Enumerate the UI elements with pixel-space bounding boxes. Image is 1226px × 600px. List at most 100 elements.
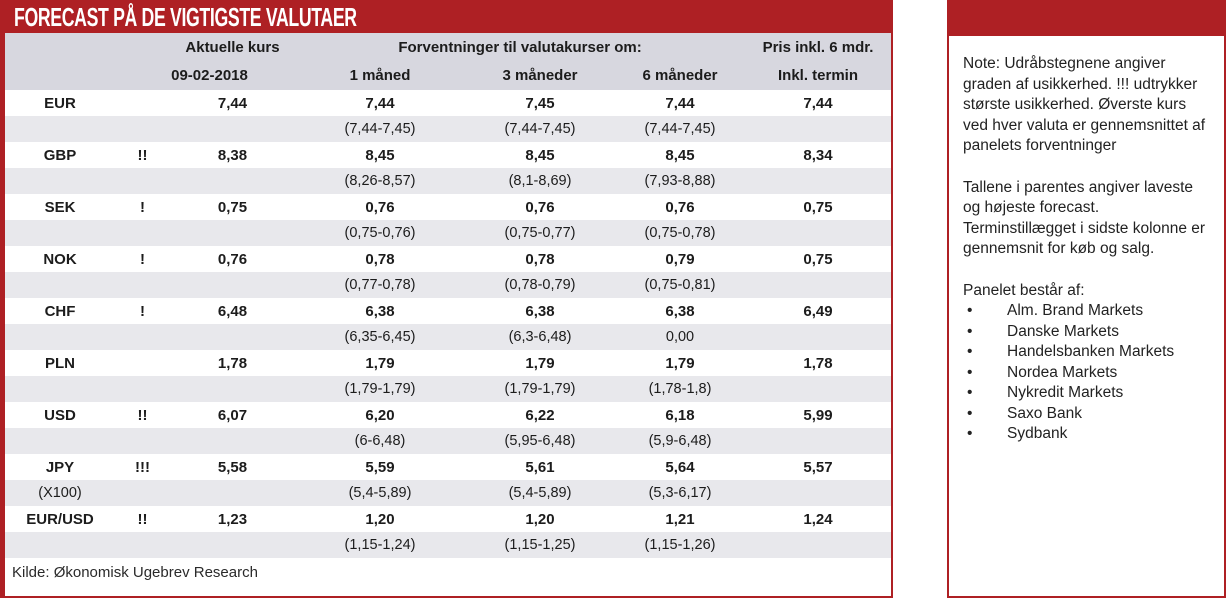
header-spacer xyxy=(5,61,170,90)
header-date: 09-02-2018 xyxy=(170,61,295,90)
current-rate: 0,75 xyxy=(170,194,295,220)
row-eur-values: EUR 7,44 7,44 7,45 7,44 7,44 xyxy=(5,90,892,116)
row-jpy-ranges: (X100) (5,4-5,89) (5,4-5,89) (5,3-6,17) xyxy=(5,480,892,506)
header-spacer xyxy=(5,33,170,61)
forecast-6-months: 6,18 xyxy=(615,402,746,428)
range-6-months: (0,75-0,81) xyxy=(615,272,746,298)
forecast-1-month: 0,78 xyxy=(295,246,465,272)
empty-cell xyxy=(170,376,295,402)
forecast-6-months: 5,64 xyxy=(615,454,746,480)
panel-member: Sydbank xyxy=(963,424,1212,445)
empty-cell xyxy=(170,272,295,298)
range-1-month: (5,4-5,89) xyxy=(295,480,465,506)
forecast-3-months: 6,38 xyxy=(465,298,615,324)
currency-sub-label xyxy=(5,324,115,350)
empty-cell xyxy=(745,116,892,142)
panel-member: Nykredit Markets xyxy=(963,383,1212,404)
uncertainty-marks xyxy=(115,90,170,116)
range-6-months: (5,3-6,17) xyxy=(615,480,746,506)
price-incl-termin: 0,75 xyxy=(745,246,892,272)
uncertainty-marks: !!! xyxy=(115,454,170,480)
uncertainty-marks: ! xyxy=(115,194,170,220)
note-paragraph-uncertainty: Note: Udråbstegnene angiver graden af us… xyxy=(963,55,1206,154)
range-3-months: (0,75-0,77) xyxy=(465,220,615,246)
currency-code: USD xyxy=(5,402,115,428)
row-usd-ranges: (6-6,48) (5,95-6,48) (5,9-6,48) xyxy=(5,428,892,454)
forecast-1-month: 6,38 xyxy=(295,298,465,324)
empty-cell xyxy=(745,324,892,350)
row-pln-values: PLN 1,78 1,79 1,79 1,79 1,78 xyxy=(5,350,892,376)
note-body: Note: Udråbstegnene angiver graden af us… xyxy=(949,36,1224,445)
currency-sub-label xyxy=(5,220,115,246)
current-rate: 1,78 xyxy=(170,350,295,376)
currency-sub-label xyxy=(5,168,115,194)
forecast-1-month: 7,44 xyxy=(295,90,465,116)
empty-cell xyxy=(115,376,170,402)
forecast-3-months: 7,45 xyxy=(465,90,615,116)
price-incl-termin: 6,49 xyxy=(745,298,892,324)
price-incl-termin: 1,24 xyxy=(745,506,892,532)
range-1-month: (6,35-6,45) xyxy=(295,324,465,350)
uncertainty-marks: !! xyxy=(115,142,170,168)
source-row: Kilde: Økonomisk Ugebrev Research xyxy=(5,558,892,586)
range-3-months: (7,44-7,45) xyxy=(465,116,615,142)
forecast-1-month: 0,76 xyxy=(295,194,465,220)
range-3-months: (1,79-1,79) xyxy=(465,376,615,402)
row-eur-usd-values: EUR/USD!! 1,23 1,20 1,20 1,21 1,24 xyxy=(5,506,892,532)
empty-cell xyxy=(745,532,892,558)
currency-sub-label: (X100) xyxy=(5,480,115,506)
range-1-month: (7,44-7,45) xyxy=(295,116,465,142)
empty-cell xyxy=(170,220,295,246)
forecast-3-months: 6,22 xyxy=(465,402,615,428)
panel-member: Alm. Brand Markets xyxy=(963,301,1212,322)
current-rate: 5,58 xyxy=(170,454,295,480)
empty-cell xyxy=(115,428,170,454)
empty-cell xyxy=(115,272,170,298)
empty-cell xyxy=(170,168,295,194)
header-6-months: 6 måneder xyxy=(615,61,746,90)
forecast-6-months: 8,45 xyxy=(615,142,746,168)
forecast-3-months: 5,61 xyxy=(465,454,615,480)
panel-members-list: Alm. Brand MarketsDanske MarketsHandelsb… xyxy=(963,301,1212,445)
currency-code: PLN xyxy=(5,350,115,376)
empty-cell xyxy=(745,480,892,506)
empty-cell xyxy=(115,480,170,506)
row-sek-ranges: (0,75-0,76) (0,75-0,77) (0,75-0,78) xyxy=(5,220,892,246)
current-rate: 0,76 xyxy=(170,246,295,272)
currency-forecast-table: Aktuelle kurs Forventninger til valutaku… xyxy=(5,33,892,586)
currency-code: CHF xyxy=(5,298,115,324)
forecast-3-months: 0,78 xyxy=(465,246,615,272)
empty-cell xyxy=(170,532,295,558)
currency-code: GBP xyxy=(5,142,115,168)
empty-cell xyxy=(115,168,170,194)
empty-cell xyxy=(170,428,295,454)
row-pln-ranges: (1,79-1,79) (1,79-1,79) (1,78-1,8) xyxy=(5,376,892,402)
uncertainty-marks: !! xyxy=(115,506,170,532)
range-1-month: (8,26-8,57) xyxy=(295,168,465,194)
empty-cell xyxy=(745,168,892,194)
price-incl-termin: 7,44 xyxy=(745,90,892,116)
uncertainty-marks: !! xyxy=(115,402,170,428)
table-header-row-2: 09-02-2018 1 måned 3 måneder 6 måneder I… xyxy=(5,61,892,90)
forecast-6-months: 7,44 xyxy=(615,90,746,116)
source-text: Kilde: Økonomisk Ugebrev Research xyxy=(5,558,892,586)
range-3-months: (0,78-0,79) xyxy=(465,272,615,298)
empty-cell xyxy=(170,116,295,142)
row-nok-values: NOK! 0,76 0,78 0,78 0,79 0,75 xyxy=(5,246,892,272)
forecast-6-months: 0,76 xyxy=(615,194,746,220)
range-3-months: (5,95-6,48) xyxy=(465,428,615,454)
page-title: FORECAST PÅ DE VIGTIGSTE VALUTAER xyxy=(14,1,357,32)
empty-cell xyxy=(170,324,295,350)
range-3-months: (8,1-8,69) xyxy=(465,168,615,194)
price-incl-termin: 5,99 xyxy=(745,402,892,428)
range-6-months: (0,75-0,78) xyxy=(615,220,746,246)
forecast-3-months: 8,45 xyxy=(465,142,615,168)
empty-cell xyxy=(115,220,170,246)
row-sek-values: SEK! 0,75 0,76 0,76 0,76 0,75 xyxy=(5,194,892,220)
forecast-6-months: 1,21 xyxy=(615,506,746,532)
row-nok-ranges: (0,77-0,78) (0,78-0,79) (0,75-0,81) xyxy=(5,272,892,298)
range-3-months: (5,4-5,89) xyxy=(465,480,615,506)
uncertainty-marks xyxy=(115,350,170,376)
table-header-row-1: Aktuelle kurs Forventninger til valutaku… xyxy=(5,33,892,61)
currency-sub-label xyxy=(5,428,115,454)
